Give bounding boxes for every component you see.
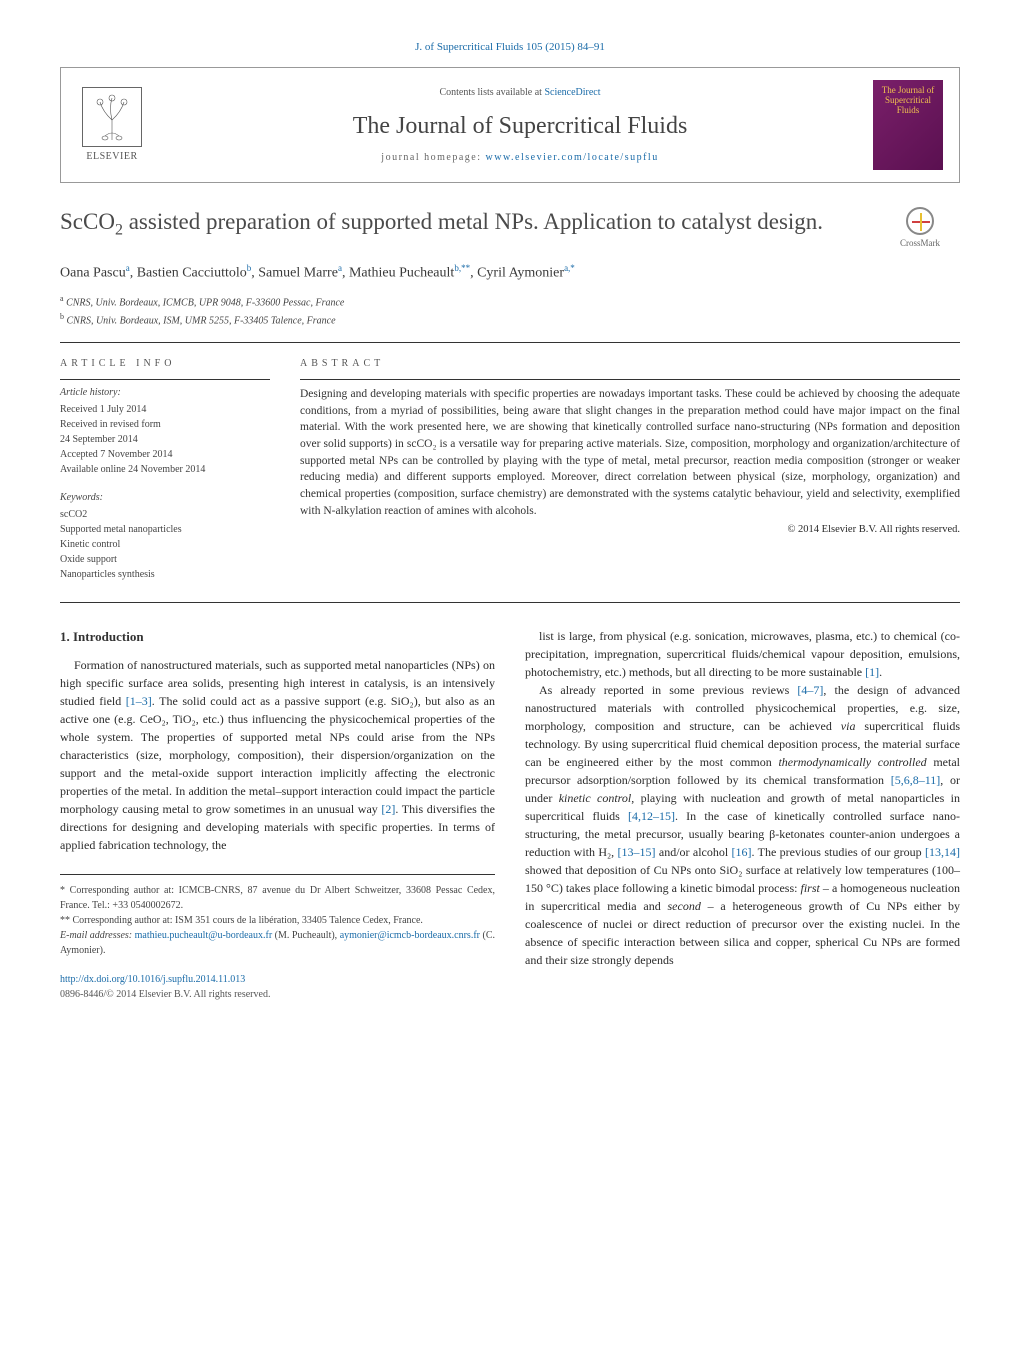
col1-p1: Formation of nanostructured materials, s… [60, 656, 495, 854]
journal-citation: J. of Supercritical Fluids 105 (2015) 84… [60, 40, 960, 55]
kw-1: Supported metal nanoparticles [60, 522, 270, 537]
keywords-block: Keywords: scCO2 Supported metal nanopart… [60, 491, 270, 582]
abstract-rule [300, 379, 960, 380]
author-3: Mathieu Pucheault [349, 266, 454, 281]
col2-p1: list is large, from physical (e.g. sonic… [525, 627, 960, 681]
aff-a-sup: a [60, 294, 64, 303]
crossmark-icon [906, 207, 934, 235]
issn-line: 0896-8446/© 2014 Elsevier B.V. All right… [60, 989, 270, 1000]
journal-header: ELSEVIER Contents lists available at Sci… [60, 67, 960, 183]
footnote-star1: * Corresponding author at: ICMCB-CNRS, 8… [60, 883, 495, 913]
doi-link[interactable]: http://dx.doi.org/10.1016/j.supflu.2014.… [60, 974, 245, 985]
cover-line3: Fluids [897, 106, 920, 116]
journal-homepage-link[interactable]: www.elsevier.com/locate/supflu [486, 152, 659, 163]
kw-2: Kinetic control [60, 537, 270, 552]
history-2: 24 September 2014 [60, 432, 270, 447]
author-4: Cyril Aymonier [477, 266, 564, 281]
affiliation-a: a CNRS, Univ. Bordeaux, ICMCB, UPR 9048,… [60, 293, 960, 310]
authors-list: Oana Pascua, Bastien Cacciuttolob, Samue… [60, 262, 960, 283]
article-info-heading: article info [60, 357, 270, 371]
journal-homepage-line: journal homepage: www.elsevier.com/locat… [167, 151, 873, 165]
history-list: Received 1 July 2014 Received in revised… [60, 402, 270, 477]
history-3: Accepted 7 November 2014 [60, 447, 270, 462]
sciencedirect-link[interactable]: ScienceDirect [544, 87, 600, 98]
author-2-aff: a [338, 263, 342, 273]
elsevier-tree-icon [82, 87, 142, 147]
author-3-aff: b,** [454, 263, 470, 273]
rule-bottom [60, 602, 960, 603]
author-0: Oana Pascu [60, 266, 126, 281]
footnotes: * Corresponding author at: ICMCB-CNRS, 8… [60, 874, 495, 958]
info-abstract-row: article info Article history: Received 1… [60, 357, 960, 582]
title-pre: ScCO [60, 209, 115, 234]
aff-a-text: CNRS, Univ. Bordeaux, ICMCB, UPR 9048, F… [66, 298, 344, 309]
email-1-who: (M. Pucheault), [272, 930, 337, 941]
title-post: assisted preparation of supported metal … [123, 209, 823, 234]
email-label: E-mail addresses: [60, 930, 135, 941]
doi-block: http://dx.doi.org/10.1016/j.supflu.2014.… [60, 972, 495, 1002]
history-4: Available online 24 November 2014 [60, 462, 270, 477]
aff-b-sup: b [60, 312, 64, 321]
kw-3: Oxide support [60, 552, 270, 567]
col2-p2: As already reported in some previous rev… [525, 681, 960, 969]
history-label: Article history: [60, 386, 270, 400]
author-1-aff: b [247, 263, 252, 273]
journal-title: The Journal of Supercritical Fluids [167, 110, 873, 144]
author-4-aff: a,* [564, 263, 575, 273]
author-0-aff: a [126, 263, 130, 273]
abstract-copyright: © 2014 Elsevier B.V. All rights reserved… [300, 523, 960, 538]
kw-4: Nanoparticles synthesis [60, 567, 270, 582]
crossmark-badge[interactable]: CrossMark [880, 207, 960, 250]
article-title: ScCO2 assisted preparation of supported … [60, 207, 864, 241]
abstract-heading: abstract [300, 357, 960, 371]
info-rule [60, 379, 270, 380]
kw-0: scCO2 [60, 507, 270, 522]
body-col-left: 1. Introduction Formation of nanostructu… [60, 627, 495, 1003]
aff-b-text: CNRS, Univ. Bordeaux, ISM, UMR 5255, F-3… [67, 315, 336, 326]
title-sub: 2 [115, 222, 123, 239]
article-info-column: article info Article history: Received 1… [60, 357, 270, 582]
email-2[interactable]: aymonier@icmcb-bordeaux.cnrs.fr [340, 930, 480, 941]
affiliations-list: a CNRS, Univ. Bordeaux, ICMCB, UPR 9048,… [60, 293, 960, 328]
journal-cover-thumbnail: The Journal of Supercritical Fluids [873, 80, 943, 170]
title-row: ScCO2 assisted preparation of supported … [60, 207, 960, 250]
author-1: Bastien Cacciuttolo [137, 266, 247, 281]
affiliation-b: b CNRS, Univ. Bordeaux, ISM, UMR 5255, F… [60, 311, 960, 328]
footnote-emails: E-mail addresses: mathieu.pucheault@u-bo… [60, 928, 495, 958]
crossmark-label: CrossMark [900, 237, 940, 250]
history-1: Received in revised form [60, 417, 270, 432]
contents-pre: Contents lists available at [439, 87, 544, 98]
intro-heading: 1. Introduction [60, 627, 495, 647]
elsevier-label: ELSEVIER [86, 150, 137, 164]
history-0: Received 1 July 2014 [60, 402, 270, 417]
abstract-column: abstract Designing and developing materi… [300, 357, 960, 582]
body-columns: 1. Introduction Formation of nanostructu… [60, 627, 960, 1003]
keywords-list: scCO2 Supported metal nanoparticles Kine… [60, 507, 270, 582]
homepage-pre: journal homepage: [381, 152, 485, 163]
header-center: Contents lists available at ScienceDirec… [167, 86, 873, 166]
footnote-star2: ** Corresponding author at: ISM 351 cour… [60, 913, 495, 928]
email-1[interactable]: mathieu.pucheault@u-bordeaux.fr [135, 930, 273, 941]
author-2: Samuel Marre [258, 266, 338, 281]
body-col-right: list is large, from physical (e.g. sonic… [525, 627, 960, 1003]
keywords-label: Keywords: [60, 491, 270, 505]
contents-available-line: Contents lists available at ScienceDirec… [167, 86, 873, 100]
rule-top [60, 342, 960, 343]
elsevier-logo: ELSEVIER [77, 85, 147, 165]
abstract-text: Designing and developing materials with … [300, 386, 960, 519]
